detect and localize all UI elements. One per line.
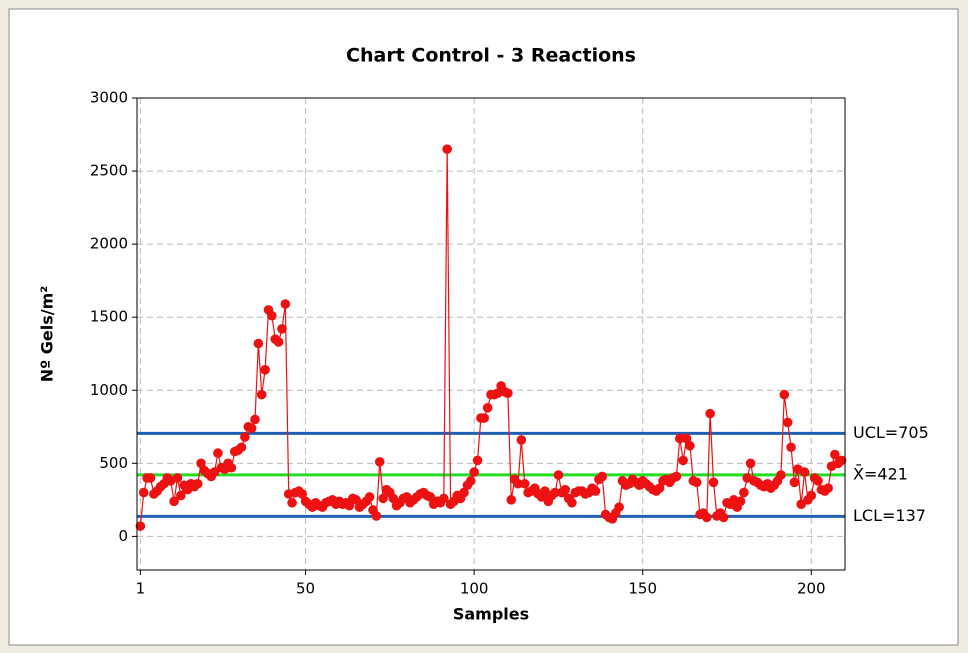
y-tick-label: 0 bbox=[118, 527, 128, 545]
x-tick-label: 50 bbox=[296, 580, 315, 598]
data-point bbox=[226, 462, 237, 473]
y-tick-label: 1500 bbox=[90, 308, 128, 326]
data-point bbox=[465, 476, 476, 486]
data-point bbox=[776, 470, 786, 480]
y-tick-label: 2000 bbox=[90, 235, 128, 253]
data-point bbox=[708, 477, 719, 488]
data-point bbox=[789, 477, 800, 488]
y-axis-label: Nº Gels/m² bbox=[38, 286, 57, 383]
data-point bbox=[378, 493, 388, 504]
data-point bbox=[138, 487, 149, 498]
data-point bbox=[213, 448, 223, 458]
data-point bbox=[614, 502, 624, 512]
control-limit-label: LCL=137 bbox=[853, 506, 926, 525]
data-point bbox=[169, 496, 179, 507]
control-limit-label: X̄=421 bbox=[853, 464, 908, 483]
data-point bbox=[277, 324, 287, 334]
data-point bbox=[786, 442, 796, 453]
data-point bbox=[246, 423, 257, 434]
data-point bbox=[145, 473, 156, 483]
data-point bbox=[287, 497, 297, 508]
plot-area bbox=[137, 98, 845, 570]
data-point bbox=[374, 457, 385, 467]
data-point bbox=[745, 458, 756, 469]
data-point bbox=[560, 484, 570, 495]
data-point bbox=[240, 432, 250, 442]
data-point bbox=[519, 478, 530, 489]
data-point bbox=[705, 408, 715, 419]
data-point bbox=[135, 521, 146, 531]
data-point bbox=[782, 417, 793, 428]
y-tick-label: 1000 bbox=[90, 381, 128, 399]
data-point bbox=[280, 299, 291, 309]
data-point bbox=[553, 470, 564, 480]
data-point bbox=[196, 458, 206, 469]
data-point bbox=[442, 144, 452, 154]
data-point bbox=[830, 449, 840, 460]
data-point bbox=[567, 497, 577, 508]
data-point bbox=[479, 413, 490, 423]
data-point bbox=[675, 433, 685, 444]
data-point bbox=[364, 492, 375, 502]
data-point bbox=[273, 337, 284, 347]
y-tick-label: 3000 bbox=[90, 89, 128, 107]
control-limit-label: UCL=705 bbox=[853, 423, 929, 442]
data-point bbox=[236, 442, 247, 453]
x-tick-label: 150 bbox=[628, 580, 657, 598]
data-point bbox=[253, 338, 264, 349]
x-axis-label: Samples bbox=[453, 605, 529, 624]
data-point bbox=[439, 493, 449, 504]
data-point bbox=[806, 490, 817, 501]
data-point bbox=[472, 455, 483, 466]
data-point bbox=[681, 433, 692, 444]
x-tick-label: 100 bbox=[460, 580, 489, 598]
data-point bbox=[176, 490, 186, 501]
data-point bbox=[550, 487, 560, 498]
data-point bbox=[654, 483, 665, 493]
data-point bbox=[172, 473, 183, 483]
data-point bbox=[836, 455, 847, 466]
data-point bbox=[516, 435, 527, 445]
data-point bbox=[256, 389, 267, 400]
data-point bbox=[779, 389, 790, 400]
data-point bbox=[735, 496, 746, 507]
data-point bbox=[469, 467, 479, 477]
data-point bbox=[739, 487, 749, 498]
data-point bbox=[503, 388, 513, 398]
data-point bbox=[799, 467, 810, 477]
plot-frame bbox=[136, 97, 846, 571]
data-point bbox=[192, 478, 203, 489]
data-point bbox=[297, 489, 308, 499]
data-point bbox=[813, 476, 823, 486]
y-tick-label: 500 bbox=[99, 454, 128, 472]
x-tick-label: 200 bbox=[797, 580, 826, 598]
x-tick-label: 1 bbox=[136, 580, 146, 598]
data-point bbox=[459, 487, 469, 498]
y-tick-label: 2500 bbox=[90, 162, 128, 180]
data-point bbox=[250, 414, 260, 425]
data-point bbox=[260, 365, 270, 375]
data-point bbox=[718, 512, 729, 523]
data-point bbox=[597, 471, 608, 482]
data-point bbox=[267, 310, 277, 321]
data-point bbox=[701, 512, 712, 523]
data-point bbox=[678, 455, 688, 466]
data-point bbox=[685, 440, 695, 451]
data-point bbox=[513, 478, 523, 489]
data-point bbox=[482, 402, 493, 413]
data-point bbox=[344, 500, 355, 511]
data-point bbox=[371, 511, 382, 521]
data-point bbox=[691, 477, 702, 488]
chart-title: Chart Control - 3 Reactions bbox=[346, 45, 636, 67]
data-point bbox=[590, 486, 601, 496]
data-point bbox=[671, 471, 682, 482]
data-point bbox=[823, 483, 833, 493]
data-point bbox=[506, 495, 517, 505]
